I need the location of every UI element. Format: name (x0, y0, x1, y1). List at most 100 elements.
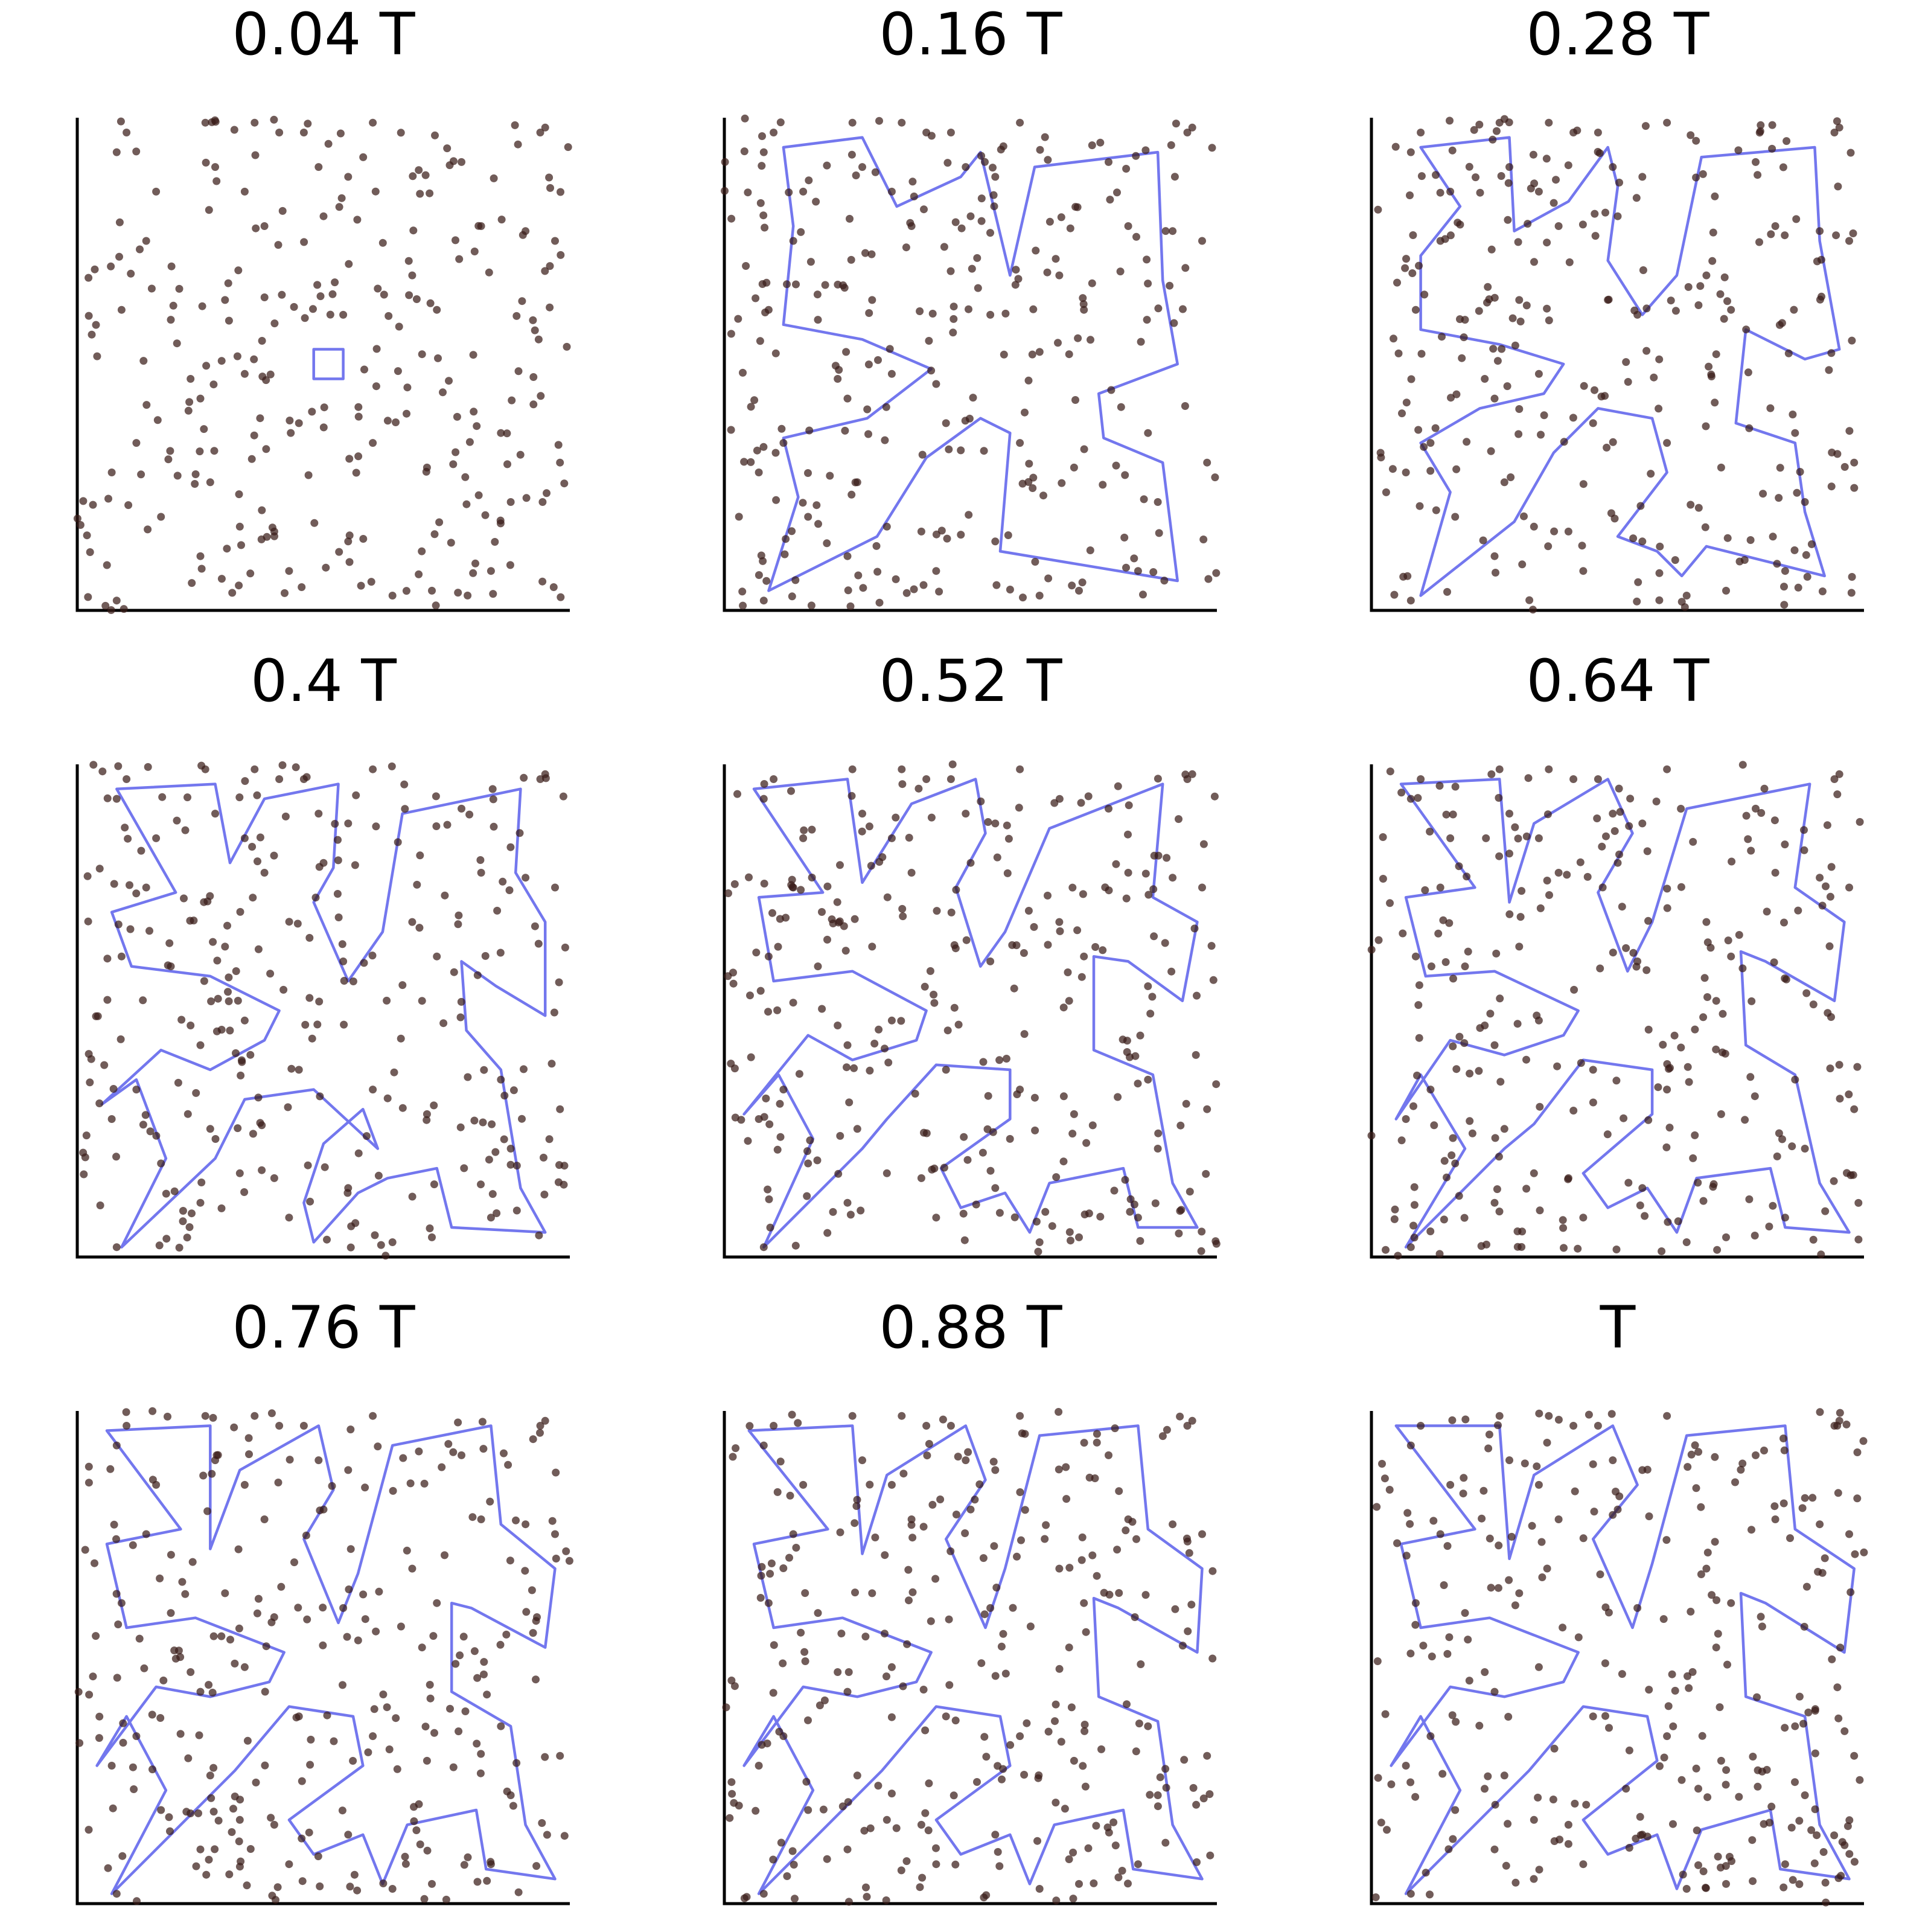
city-point (1603, 1130, 1612, 1139)
city-point (906, 219, 914, 227)
city-point (354, 452, 363, 461)
city-point (1699, 1013, 1708, 1022)
city-point (1783, 137, 1791, 146)
city-point (1534, 1480, 1543, 1489)
city-point (948, 760, 957, 769)
city-point (345, 558, 354, 566)
city-point (863, 1893, 871, 1901)
city-point (522, 1608, 531, 1616)
city-point (210, 447, 219, 455)
city-point (902, 1857, 911, 1866)
city-point (1636, 1812, 1644, 1821)
city-point (1545, 316, 1553, 325)
city-point (557, 188, 564, 196)
city-point (1853, 1494, 1862, 1503)
city-point (230, 1423, 238, 1431)
city-point (416, 190, 424, 198)
panel-2: 0.16 T (721, 1, 1221, 612)
city-point (1181, 402, 1189, 410)
city-point (1816, 874, 1824, 882)
city-point (1461, 962, 1469, 971)
city-point (1699, 170, 1707, 178)
city-point (1065, 1228, 1074, 1236)
city-point (1543, 1439, 1551, 1447)
city-point (788, 1847, 797, 1855)
city-point (1203, 1105, 1211, 1113)
city-point (1656, 1762, 1664, 1770)
city-point (1052, 1799, 1060, 1807)
city-point (315, 863, 324, 871)
city-point (779, 1086, 788, 1094)
city-point (1700, 974, 1709, 982)
city-point (471, 559, 479, 568)
city-point (270, 1174, 278, 1182)
city-point (319, 212, 328, 220)
city-point (1086, 546, 1094, 554)
city-point (1742, 811, 1751, 820)
city-point (1143, 255, 1151, 264)
city-point (1577, 1059, 1585, 1067)
city-point (1401, 264, 1409, 272)
city-point (180, 894, 188, 903)
city-point (420, 1479, 429, 1488)
city-point (898, 118, 906, 127)
city-point (1495, 1412, 1504, 1420)
city-point (883, 522, 891, 531)
city-point (1656, 542, 1664, 551)
city-point (254, 1595, 263, 1603)
city-point (561, 943, 569, 952)
city-point (1703, 1549, 1712, 1556)
city-point (776, 1133, 785, 1141)
city-point (230, 126, 238, 134)
city-point (1492, 569, 1499, 577)
city-point (541, 1416, 549, 1425)
city-point (1408, 269, 1417, 277)
city-point (452, 236, 459, 245)
city-point (503, 460, 511, 469)
city-point (159, 1676, 168, 1684)
city-point (1123, 1048, 1131, 1056)
city-point (1530, 1815, 1538, 1824)
city-point (195, 1731, 203, 1739)
city-point (1198, 237, 1206, 245)
city-point (1490, 1198, 1499, 1207)
city-point (477, 1750, 485, 1758)
city-point (980, 1610, 989, 1619)
city-point (779, 1564, 788, 1572)
city-point (1080, 1599, 1088, 1607)
city-point (1143, 316, 1151, 324)
city-point (1854, 1235, 1863, 1244)
city-point (1006, 586, 1014, 593)
city-point (745, 1422, 754, 1430)
city-point (1660, 1753, 1668, 1762)
city-point (1738, 964, 1747, 973)
city-point (942, 1066, 950, 1074)
city-point (369, 1732, 377, 1741)
city-point (1818, 587, 1827, 595)
city-point (211, 810, 219, 818)
city-point (1801, 1791, 1809, 1799)
city-point (1402, 1115, 1410, 1123)
city-point (1080, 1727, 1089, 1735)
city-point (170, 1646, 179, 1655)
city-point (556, 458, 564, 467)
city-point (1031, 1126, 1039, 1134)
city-point (267, 1814, 275, 1822)
city-point (499, 877, 507, 886)
city-point (534, 939, 543, 948)
city-point (936, 1495, 945, 1503)
city-point (1203, 458, 1211, 467)
city-point (851, 1588, 859, 1597)
city-point (1520, 512, 1528, 520)
city-point (167, 1550, 175, 1559)
city-point (777, 424, 786, 433)
city-point (1082, 1139, 1091, 1147)
city-point (1727, 952, 1735, 961)
city-point (902, 589, 911, 597)
city-point (1122, 165, 1131, 173)
city-point (403, 383, 412, 392)
city-point (1655, 569, 1664, 577)
city-point (969, 394, 977, 402)
city-point (551, 883, 559, 892)
city-point (1125, 801, 1133, 810)
